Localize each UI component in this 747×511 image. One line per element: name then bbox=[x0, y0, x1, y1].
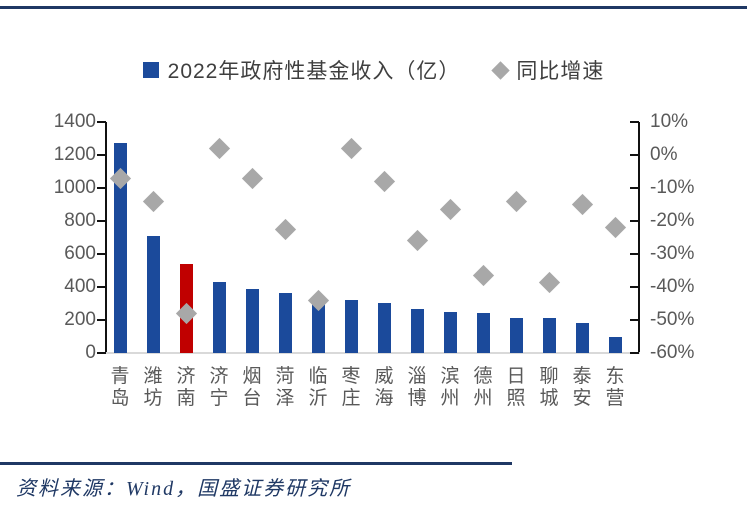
left-axis-tick-label: 1000 bbox=[53, 177, 96, 198]
right-axis-tick-label: -50% bbox=[650, 309, 695, 330]
bar-聊城 bbox=[543, 318, 556, 353]
left-axis-tick bbox=[97, 154, 106, 156]
left-axis-tick-label: 0 bbox=[85, 342, 96, 363]
left-axis-tick-label: 600 bbox=[64, 243, 96, 264]
bar-菏泽 bbox=[279, 293, 292, 353]
x-label-菏泽: 菏泽 bbox=[275, 366, 295, 409]
x-label-滨州: 滨州 bbox=[440, 366, 460, 409]
x-label-烟台: 烟台 bbox=[242, 366, 262, 409]
x-label-枣庄: 枣庄 bbox=[341, 366, 361, 409]
growth-series-label: 同比增速 bbox=[516, 60, 605, 83]
chart-legend: 2022年政府性基金收入（亿） 同比增速 bbox=[0, 52, 747, 88]
right-axis-tick bbox=[630, 352, 639, 354]
bar-滨州 bbox=[444, 312, 457, 353]
source-note: 资料来源：Wind，国盛证券研究所 bbox=[16, 478, 352, 500]
right-axis-tick-label: 0% bbox=[650, 144, 678, 165]
growth-diamond-滨州 bbox=[439, 198, 462, 221]
left-axis-tick bbox=[97, 121, 106, 123]
bar-series-swatch-icon bbox=[142, 62, 159, 78]
growth-diamond-烟台 bbox=[241, 167, 264, 190]
left-axis-tick-label: 1400 bbox=[53, 111, 96, 132]
x-label-淄博: 淄博 bbox=[407, 366, 427, 409]
right-axis-tick bbox=[630, 154, 639, 156]
footer-divider-line bbox=[0, 462, 512, 465]
bar-青岛 bbox=[114, 143, 127, 353]
left-axis-tick bbox=[97, 286, 106, 288]
bar-威海 bbox=[378, 303, 391, 353]
right-axis-tick-label: -60% bbox=[650, 342, 695, 363]
x-label-威海: 威海 bbox=[374, 366, 394, 409]
bar-东营 bbox=[609, 337, 622, 353]
x-label-日照: 日照 bbox=[506, 366, 526, 409]
x-label-济宁: 济宁 bbox=[209, 366, 229, 409]
right-axis-tick-label: -30% bbox=[650, 243, 695, 264]
growth-diamond-泰安 bbox=[571, 193, 594, 216]
right-axis-tick bbox=[630, 286, 639, 288]
diamond-series-swatch-icon bbox=[491, 60, 511, 80]
x-label-聊城: 聊城 bbox=[539, 366, 559, 409]
growth-diamond-菏泽 bbox=[274, 218, 297, 241]
right-axis-line bbox=[638, 122, 640, 353]
x-label-东营: 东营 bbox=[605, 366, 625, 409]
growth-diamond-德州 bbox=[472, 264, 495, 287]
left-axis-tick-label: 1200 bbox=[53, 144, 96, 165]
right-axis-tick-labels: 10% 0% -10% -20% -30% -40% -50% -60% bbox=[650, 111, 730, 363]
plot-area bbox=[97, 121, 640, 354]
bar-潍坊 bbox=[147, 236, 160, 353]
bar-泰安 bbox=[576, 323, 589, 353]
right-axis-tick bbox=[630, 187, 639, 189]
left-axis-tick-label: 400 bbox=[64, 276, 96, 297]
x-axis-baseline bbox=[105, 352, 640, 354]
top-divider-line bbox=[0, 6, 747, 9]
bar-淄博 bbox=[411, 309, 424, 353]
growth-diamond-聊城 bbox=[538, 271, 561, 294]
growth-diamond-日照 bbox=[505, 190, 528, 213]
x-label-青岛: 青岛 bbox=[110, 366, 130, 409]
right-axis-tick bbox=[630, 121, 639, 123]
left-axis-tick bbox=[97, 187, 106, 189]
left-axis-tick bbox=[97, 220, 106, 222]
growth-diamond-枣庄 bbox=[340, 137, 363, 160]
right-axis-tick bbox=[630, 220, 639, 222]
bar-烟台 bbox=[246, 289, 259, 353]
right-axis-tick-label: -10% bbox=[650, 177, 695, 198]
left-axis-tick-labels: 1400 1200 1000 800 600 400 200 0 bbox=[36, 111, 96, 363]
x-axis-category-labels: 青岛潍坊济南济宁烟台菏泽临沂枣庄威海淄博滨州德州日照聊城泰安东营 bbox=[105, 366, 640, 422]
x-label-临沂: 临沂 bbox=[308, 366, 328, 409]
left-axis-tick bbox=[97, 352, 106, 354]
bar-series-label: 2022年政府性基金收入（亿） bbox=[167, 60, 461, 83]
growth-diamond-济宁 bbox=[208, 137, 231, 160]
x-label-济南: 济南 bbox=[176, 366, 196, 409]
right-axis-tick bbox=[630, 253, 639, 255]
growth-diamond-潍坊 bbox=[142, 190, 165, 213]
growth-diamond-威海 bbox=[373, 170, 396, 193]
right-axis-tick-label: -20% bbox=[650, 210, 695, 231]
left-axis-tick-label: 200 bbox=[64, 309, 96, 330]
bar-临沂 bbox=[312, 299, 325, 353]
left-axis-tick bbox=[97, 319, 106, 321]
bar-德州 bbox=[477, 313, 490, 353]
right-axis-tick bbox=[630, 319, 639, 321]
right-axis-tick-label: 10% bbox=[650, 111, 689, 132]
legend-item-bar-series: 2022年政府性基金收入（亿） bbox=[142, 55, 461, 85]
x-label-德州: 德州 bbox=[473, 366, 493, 409]
left-axis-tick-label: 800 bbox=[64, 210, 96, 231]
x-label-泰安: 泰安 bbox=[572, 366, 592, 409]
left-axis-line bbox=[105, 122, 107, 353]
growth-diamond-淄博 bbox=[406, 229, 429, 252]
bar-济宁 bbox=[213, 282, 226, 353]
right-axis-tick-label: -40% bbox=[650, 276, 695, 297]
bar-日照 bbox=[510, 318, 523, 353]
legend-item-growth-series: 同比增速 bbox=[491, 55, 605, 85]
x-label-潍坊: 潍坊 bbox=[143, 366, 163, 409]
growth-diamond-东营 bbox=[604, 216, 627, 239]
left-axis-tick bbox=[97, 253, 106, 255]
bar-枣庄 bbox=[345, 300, 358, 353]
